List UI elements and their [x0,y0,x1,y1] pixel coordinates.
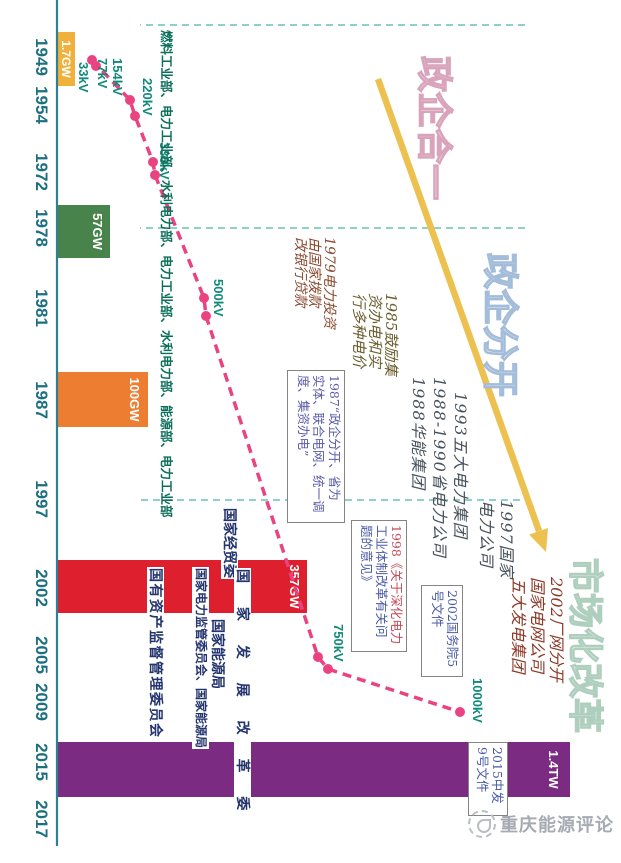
year-1954: 1954 [32,86,51,124]
label-1000kv: 1000kV [470,678,485,723]
note-line: 1997国家 [497,500,516,579]
docbox-1998-opinion: 1998《关于深化电力 工业体制改革有关问 题的意见》 [351,520,407,652]
note-1985-fundraising: 1985鼓励集 资办电和实 行多种电价 [350,293,400,377]
publisher-logo-icon [468,810,496,838]
agency-nengyuanju: 国家能源局 [209,618,226,690]
label-77kv: 77kV [95,58,110,89]
year-2015: 2015 [32,743,51,781]
note-line: 1988华能集团 [409,377,428,490]
doc-line: 度、集资办电” [296,375,311,457]
agency-guoziwei: 国有资产监督管理委员会 [147,567,164,740]
voltage-line [90,58,461,714]
year-1997: 1997 [32,480,51,518]
note-line: 1993五大电力集团 [451,392,470,539]
doc-line: 2015中发 [490,747,505,804]
watermark-text: 重庆能源评论 [500,815,614,835]
label-750kv: 750kV [331,624,346,662]
docbox-2002-document5: 2002国务院5 号文件 [421,585,463,677]
note-1979-investment: 1979电力投资 由国家拨款 改银行贷款 [292,237,337,329]
note-line: 行多种电价 [350,293,368,369]
agency-dianjianhui: 国家电力监管委员会、国家能源局 [192,567,209,750]
era-title-zhengqiheyi: 政企合一 [412,55,455,201]
year-1978: 1978 [32,209,51,247]
doc-line: 9号文件 [475,747,490,793]
doc-line: 工业体制改革有关问 [374,525,389,638]
note-line: 五大发电集团 [509,577,528,674]
year-1981: 1981 [32,289,51,327]
note-line: 由国家拨款 [306,237,323,307]
doc-line: 号文件 [430,590,445,628]
doc-line: 1987“政企分开、省为 [327,375,342,501]
label-33kv: 33kV [76,62,91,93]
year-2005: 2005 [32,636,51,674]
note-line: 改银行贷款 [292,237,308,307]
note-line: 资办电和实 [366,293,384,369]
doc-line: 实体、联合电网、统一调 [311,375,327,513]
doc-line: 2002国务院5 [445,590,460,668]
note-line: 国家电网公司 [528,577,547,674]
year-1987: 1987 [32,381,51,419]
note-line: 电力公司 [477,500,496,569]
voltage-dots [87,55,465,717]
doc-line: 题的意见》 [359,525,374,588]
era-title-shichanghuagaige: 市场化改革 [563,557,605,734]
label-154kv: 154kV [110,58,125,96]
agency-fagaiwei: 国 家 发 展 改 革 委 [234,568,251,822]
label-220kv: 220kV [140,78,155,116]
year-2009: 2009 [32,683,51,721]
note-2002-separation: 2002厂网分开 国家电网公司 五大发电集团 [509,577,566,682]
watermark: 重庆能源评论 [468,810,614,838]
note-line: 1985鼓励集 [382,293,400,377]
docbox-1987-policy: 1987“政企分开、省为 实体、联合电网、统一调 度、集资办电” [287,370,345,523]
year-1949: 1949 [32,38,51,76]
year-2017: 2017 [32,800,51,838]
ministries-sequence: 燃料工业部、电力工业部、水利电力部、电力工业部、水利电力部、能源部、电力工业部 [159,30,173,518]
year-1972: 1972 [32,153,51,191]
note-1993-groups: 1993五大电力集团 1988-1990省电力公司 1988华能集团 [408,377,471,558]
note-line: 2002厂网分开 [547,577,566,682]
era-arrow [374,77,548,552]
label-500kv: 500kV [211,279,226,317]
doc-line: 1998《关于深化电力 [389,525,404,645]
note-1997-state-power: 1997国家 电力公司 [476,500,516,579]
year-2002: 2002 [32,569,51,607]
note-line: 1988-1990省电力公司 [430,377,449,558]
era-title-zhengqifenkai: 政企分开 [478,252,521,398]
note-line: 1979电力投资 [321,237,337,329]
docbox-2015-document9: 2015中发 9号文件 [468,742,508,816]
